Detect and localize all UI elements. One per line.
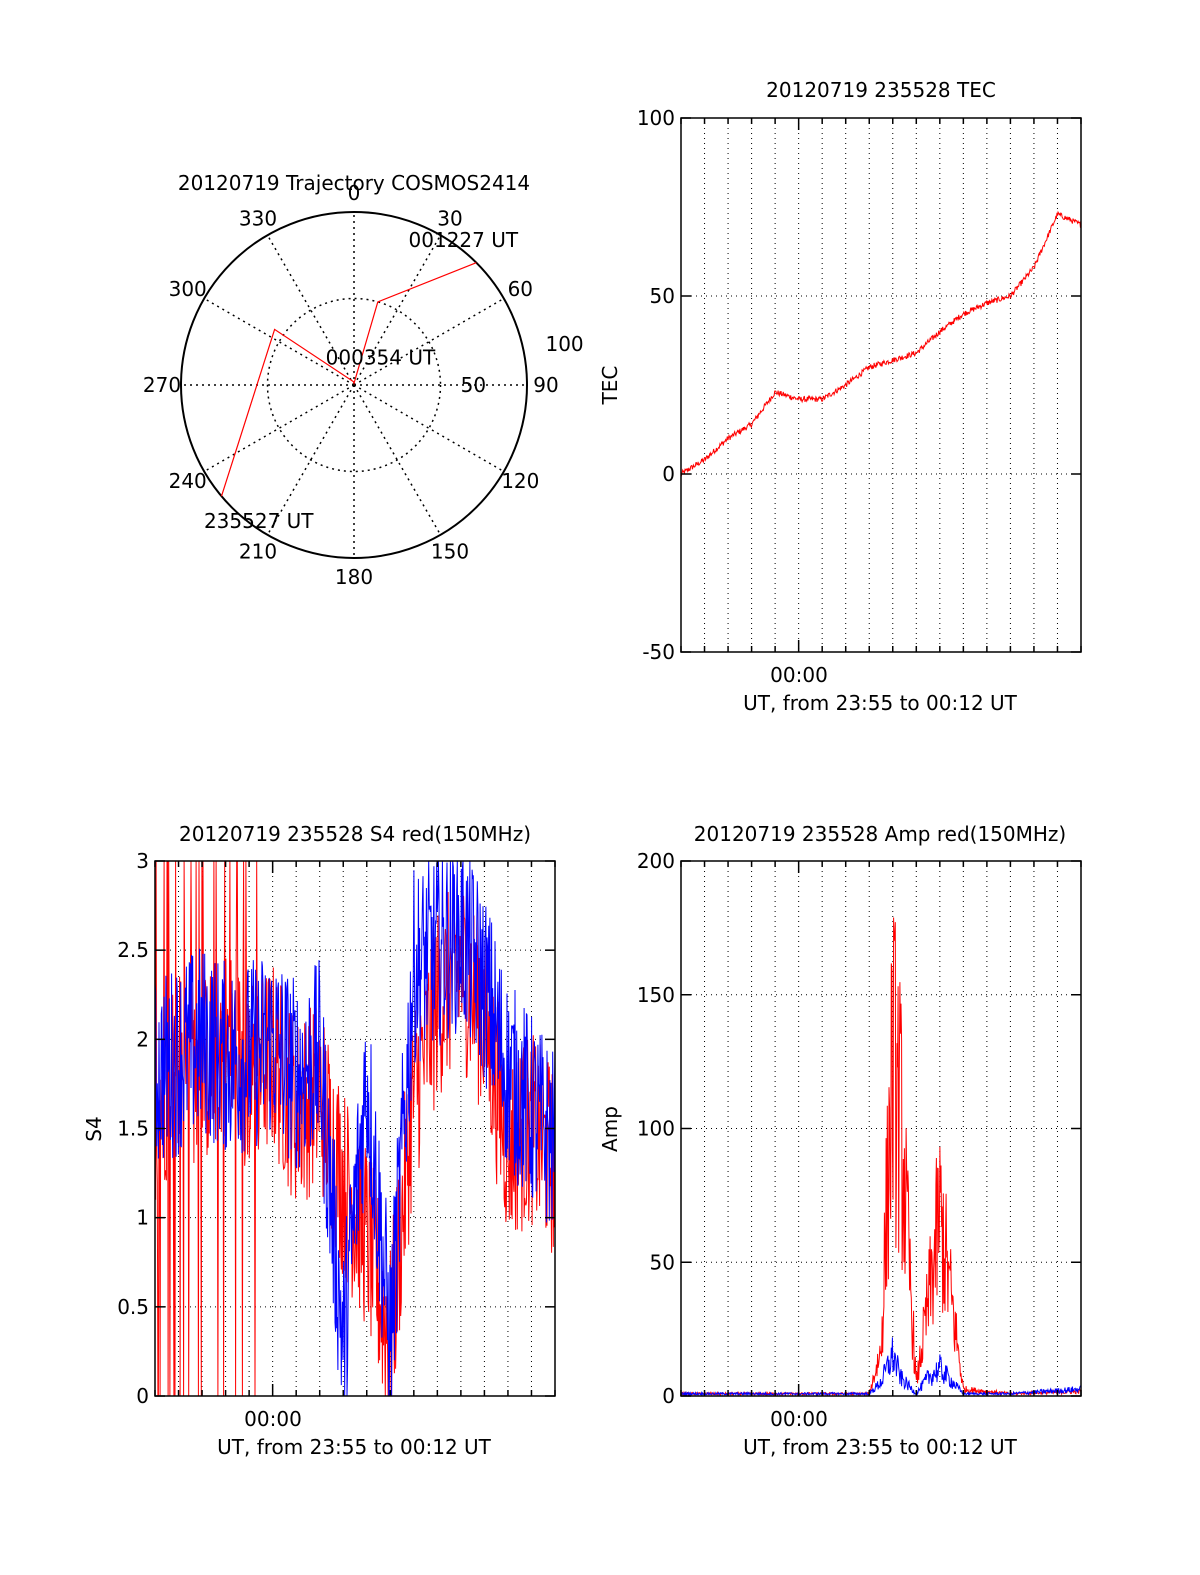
polar-grid [181,212,527,558]
s4-y-tick-label: 2.5 [117,938,149,962]
amp-grid [681,861,1081,1396]
tec-y-tick-label: -50 [642,640,675,664]
trajectory-annotation: 001227 UT [409,228,519,252]
tec-plot-frame [680,117,1082,653]
polar-angle-label: 0 [348,181,361,205]
s4-y-tick-label: 0.5 [117,1295,149,1319]
polar-panel: 20120719 Trajectory COSMOS2414 0 30 60 90 12… [143,171,584,589]
polar-angle-label: 180 [335,565,373,589]
tec-x-axis-label: UT, from 23:55 to 00:12 UT [743,691,1018,715]
tec-series [680,210,1082,477]
polar-angle-label: 150 [431,539,469,563]
polar-angle-labels: 0 30 60 90 120 150 180 210 240 270 300 330 [143,181,559,589]
polar-grid-spoke [203,384,355,473]
s4-y-tick-label: 0 [136,1384,149,1408]
amp-y-ticks: 0 50 100 150 200 [637,849,1082,1408]
amp-title: 20120719 235528 Amp red(150MHz) [694,822,1066,846]
s4-y-tick-label: 3 [136,849,149,873]
polar-angle-label: 90 [533,373,558,397]
amp-x-tick-label: 00:00 [770,1407,828,1431]
polar-outer-ring [180,211,528,559]
trajectory-annotation: 235527 UT [204,509,314,533]
tec-red-line [680,210,1082,477]
polar-grid-spoke [266,234,355,386]
amp-y-tick-label: 50 [650,1250,675,1274]
tec-y-tick-label: 50 [650,284,675,308]
tec-y-ticks: -50 0 50 100 [637,106,1082,664]
polar-grid-spoke [266,384,355,536]
amp-y-tick-label: 150 [637,983,675,1007]
s4-red-line [154,860,556,1397]
polar-radius-label: 100 [545,332,583,356]
polar-angle-label: 240 [169,469,207,493]
polar-angle-label: 270 [143,373,181,397]
polar-grid-spoke [353,384,505,473]
polar-angle-label: 60 [508,277,533,301]
amp-y-tick-label: 200 [637,849,675,873]
tec-x-tick-label: 00:00 [770,663,828,687]
polar-radius-label: 50 [461,373,486,397]
s4-x-tick-label: 00:00 [244,1407,302,1431]
amp-y-axis-label: Amp [598,1106,622,1152]
amp-y-tick-label: 0 [662,1384,675,1408]
polar-angle-label: 210 [239,539,277,563]
polar-angle-label: 120 [501,469,539,493]
amp-blue-line [680,1337,1082,1397]
s4-y-tick-label: 2 [136,1027,149,1051]
s4-x-axis-label: UT, from 23:55 to 00:12 UT [217,1435,492,1459]
polar-series [220,262,477,497]
polar-angle-label: 300 [169,277,207,301]
tec-y-tick-label: 0 [662,462,675,486]
s4-y-ticks: 0 0.5 1 1.5 2 2.5 3 [117,849,556,1408]
polar-grid-ring [266,297,442,473]
amp-panel: 20120719 235528 Amp red(150MHz) 0 50 100 15… [598,822,1082,1459]
polar-title: 20120719 Trajectory COSMOS2414 [178,171,530,195]
trajectory-line [220,262,477,497]
tec-y-axis-label: TEC [598,366,622,406]
polar-grid-spoke [203,297,355,386]
amp-x-axis-label: UT, from 23:55 to 00:12 UT [743,1435,1018,1459]
s4-panel: 20120719 235528 S4 red(150MHz) 0 0.5 1 1.5 2… [82,822,556,1459]
s4-title: 20120719 235528 S4 red(150MHz) [179,822,531,846]
s4-y-axis-label: S4 [82,1116,106,1141]
polar-grid-spoke [353,234,442,386]
amp-series [680,917,1082,1397]
s4-series [154,860,556,1397]
trajectory-annotation: 000354 UT [326,346,436,370]
tec-panel: 20120719 235528 TEC -50 0 50 100 00:00 UT, … [598,78,1082,715]
tec-title: 20120719 235528 TEC [766,78,996,102]
tec-y-tick-label: 100 [637,106,675,130]
polar-angle-label: 30 [437,207,462,231]
polar-grid-spoke [353,297,505,386]
polar-grid-spoke [353,384,442,536]
amp-red-line [680,917,1082,1397]
s4-y-tick-label: 1.5 [117,1117,149,1141]
amp-y-tick-label: 100 [637,1117,675,1141]
tec-grid [681,118,1081,652]
polar-angle-label: 330 [239,207,277,231]
s4-blue-line [154,860,556,1397]
s4-y-tick-label: 1 [136,1206,149,1230]
